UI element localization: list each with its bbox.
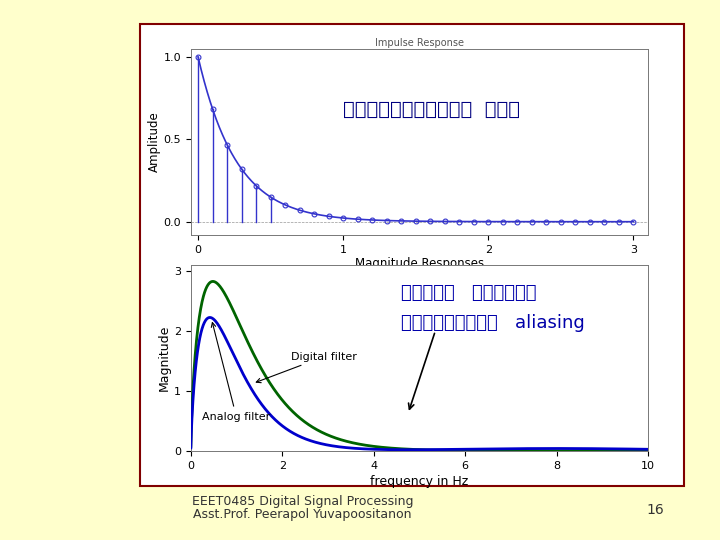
X-axis label: frequency in Hz: frequency in Hz — [370, 475, 469, 488]
Text: EEET0485 Digital Signal Processing: EEET0485 Digital Signal Processing — [192, 495, 413, 508]
X-axis label: Magnitude Responses: Magnitude Responses — [355, 258, 484, 271]
Text: ผลตอบสนองอม  พลส: ผลตอบสนองอม พลส — [343, 99, 521, 119]
Title: Impulse Response: Impulse Response — [375, 38, 464, 48]
Text: Digital filter: Digital filter — [256, 352, 357, 383]
Text: Analog filter: Analog filter — [202, 322, 271, 422]
Y-axis label: Magnitude: Magnitude — [158, 325, 171, 391]
Text: Asst.Prof. Peerapol Yuvapoositanon: Asst.Prof. Peerapol Yuvapoositanon — [193, 508, 412, 521]
Text: เนื่องจาก   aliasing: เนื่องจาก aliasing — [401, 314, 585, 332]
Y-axis label: Amplitude: Amplitude — [148, 111, 161, 172]
Text: ผลลพท   ต่างกน: ผลลพท ต่างกน — [401, 284, 536, 302]
Text: 16: 16 — [647, 503, 664, 517]
